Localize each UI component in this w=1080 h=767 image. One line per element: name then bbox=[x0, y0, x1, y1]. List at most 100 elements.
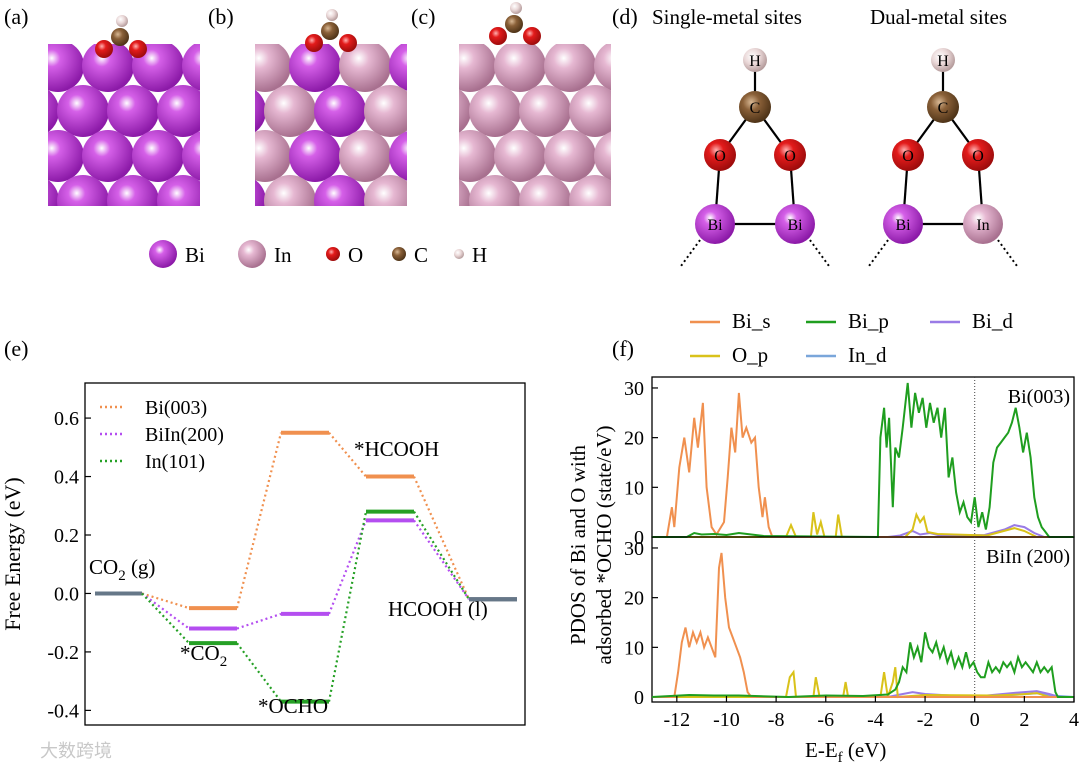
slab-atom-bi bbox=[289, 130, 341, 182]
slab-atom-in bbox=[544, 130, 596, 182]
xtick-label: -10 bbox=[713, 709, 740, 731]
slab-in101 bbox=[459, 44, 721, 272]
slab-atom-bi bbox=[414, 175, 466, 227]
energy-path-biin200 bbox=[236, 612, 282, 630]
adsorbate-hydrogen bbox=[326, 9, 338, 21]
slab-atom-in bbox=[494, 220, 546, 272]
energy-path-bi003 bbox=[141, 592, 190, 610]
free-energy-chart: 0.6 0.4 0.2 0.0 -0.2 -0.4 Free Energy (eV) Bi(0… bbox=[0, 382, 526, 726]
schematic-h-label: H bbox=[749, 53, 761, 70]
schematic-metal-bi bbox=[883, 204, 923, 244]
slab-atom-bi bbox=[289, 220, 341, 272]
schematic-oxygen bbox=[892, 139, 924, 171]
slab-atom-in bbox=[619, 175, 671, 227]
legend-label-biin200: BiIn(200) bbox=[145, 424, 224, 446]
legend-atom-label: Bi bbox=[185, 243, 205, 267]
xtick-label: -12 bbox=[663, 709, 690, 731]
slab-atom-in bbox=[519, 85, 571, 137]
slab-atom-bi bbox=[132, 44, 184, 92]
slab-atom-bi bbox=[48, 179, 59, 206]
adsorbates bbox=[95, 2, 541, 58]
step-label-text: *CO bbox=[180, 641, 220, 665]
schematic-c-label: C bbox=[750, 100, 761, 117]
pdos-chart: Bi_s Bi_p Bi_d O_p In_d PDOS of Bi and O with… bbox=[566, 309, 1079, 766]
ytick-label: 30 bbox=[624, 538, 644, 560]
slab-atom-in bbox=[264, 85, 316, 137]
schematic-o-label: O bbox=[784, 148, 796, 165]
schematic-carbon bbox=[927, 91, 959, 123]
x-axis-label: E-Ef (eV) bbox=[805, 738, 886, 766]
energy-path-in101 bbox=[413, 511, 470, 600]
x-axis-label-sub: f bbox=[838, 750, 843, 766]
slab-atom-bi bbox=[82, 220, 134, 272]
ytick-label: 10 bbox=[624, 477, 644, 499]
slab-atom-bi bbox=[107, 85, 159, 137]
schematic-o-label: O bbox=[972, 148, 984, 165]
schematic-metal-label: Bi bbox=[707, 217, 723, 234]
step-label-sub: 2 bbox=[220, 654, 228, 670]
ytick-label: 10 bbox=[624, 637, 644, 659]
schematic-o-label: O bbox=[714, 148, 726, 165]
legend-label-In_d: In_d bbox=[848, 343, 887, 367]
ytick-label: 0.6 bbox=[54, 408, 79, 430]
slab-atom-in bbox=[644, 220, 696, 272]
slab-atom-in bbox=[594, 220, 646, 272]
adsorbate-oxygen bbox=[305, 34, 323, 52]
slab-atom-bi bbox=[389, 131, 407, 181]
legend-atom-h bbox=[454, 249, 464, 259]
energy-path-in101 bbox=[236, 642, 282, 703]
slab-atom-bi bbox=[314, 175, 366, 206]
adsorbate-oxygen bbox=[95, 40, 113, 58]
legend-atom-label: O bbox=[348, 243, 363, 267]
step-label-hcooh-liq: HCOOH (l) bbox=[388, 597, 488, 621]
schematic-c-label: C bbox=[938, 100, 949, 117]
slab-atom-bi bbox=[289, 44, 341, 92]
slab-atom-in bbox=[469, 85, 521, 137]
xtick-label: -6 bbox=[817, 709, 834, 731]
energy-path-biin200 bbox=[413, 519, 470, 600]
slab-atom-in bbox=[544, 220, 596, 272]
energy-path-biin200 bbox=[141, 592, 190, 630]
slab-bi003 bbox=[48, 44, 200, 272]
legend-atom-label: In bbox=[274, 243, 292, 267]
y-axis-label-line2: adsorbed *OCHO (state/eV) bbox=[592, 425, 616, 664]
panel-label-a: (a) bbox=[4, 4, 28, 29]
subplot-label: Bi(003) bbox=[1008, 386, 1070, 408]
slab-atom-in bbox=[544, 44, 596, 92]
slab-atom-bi bbox=[48, 130, 84, 182]
schematic-hydrogen bbox=[743, 48, 767, 72]
x-axis-label-text: (eV) bbox=[843, 738, 887, 762]
slab-atom-in bbox=[669, 85, 721, 137]
slab-atom-in bbox=[255, 44, 291, 92]
legend-atom-c bbox=[392, 247, 406, 261]
slab-atom-in bbox=[519, 175, 571, 206]
slab-atom-bi bbox=[182, 44, 200, 91]
ytick-label: -0.4 bbox=[47, 700, 79, 722]
energy-path-biin200 bbox=[327, 519, 368, 615]
legend-label-Bi_d: Bi_d bbox=[972, 309, 1013, 333]
slab-atom-in bbox=[569, 175, 611, 206]
ytick-label: 0 bbox=[634, 527, 644, 549]
xtick-label: -2 bbox=[917, 709, 934, 731]
ytick-label: 30 bbox=[624, 378, 644, 400]
slab-atom-bi bbox=[48, 89, 59, 133]
adsorbate-oxygen bbox=[489, 27, 507, 45]
slab-atom-in bbox=[494, 130, 546, 182]
slab-atom-bi bbox=[414, 85, 466, 137]
ytick-label: 0.4 bbox=[54, 467, 79, 489]
xtick-label: -8 bbox=[768, 709, 785, 731]
pdos-curve-Bi_p bbox=[652, 382, 1074, 539]
ytick-label: 20 bbox=[624, 428, 644, 450]
slab-atom-bi bbox=[57, 85, 109, 137]
schematic-oxygen bbox=[962, 139, 994, 171]
slab-atom-bi bbox=[389, 44, 407, 91]
slab-atom-in bbox=[459, 130, 496, 182]
slab-atom-in bbox=[339, 130, 391, 182]
step-label-ocho: *OCHO bbox=[258, 694, 328, 718]
slab-atom-in bbox=[339, 44, 391, 92]
schematic-metal-bi bbox=[775, 204, 815, 244]
pdos-curve-Bi_s bbox=[652, 392, 1074, 538]
plot-frame-e bbox=[84, 382, 526, 726]
schematic-metal-label: Bi bbox=[787, 217, 803, 234]
energy-path-bi003 bbox=[235, 432, 283, 609]
